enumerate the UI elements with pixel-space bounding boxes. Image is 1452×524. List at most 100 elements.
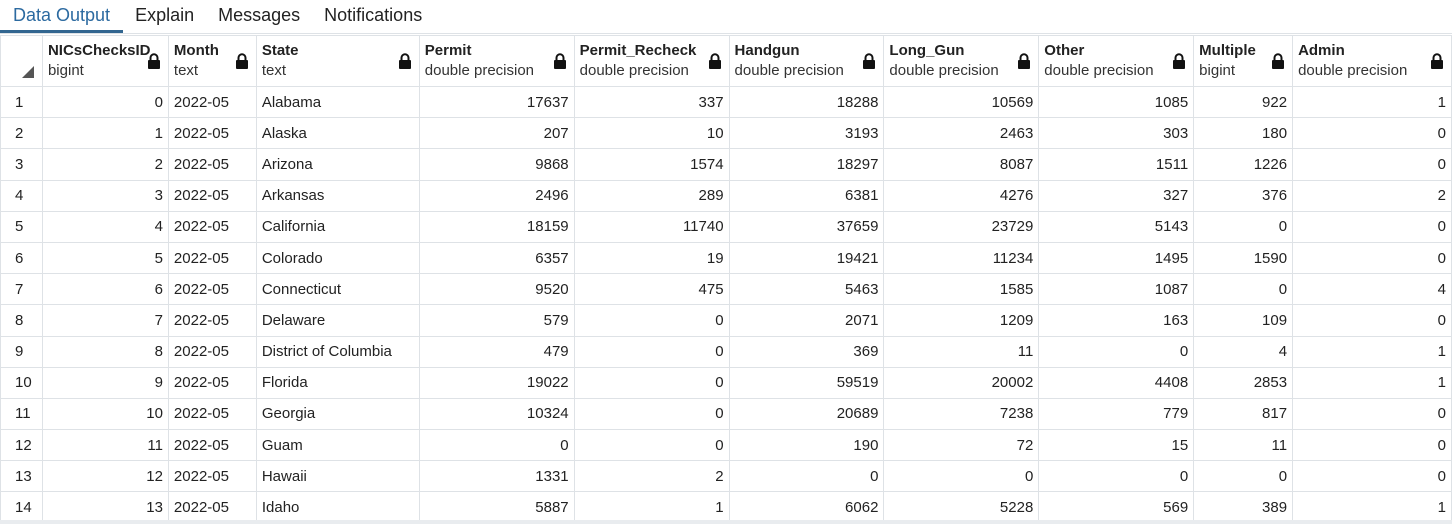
cell-multiple[interactable]: 2853 xyxy=(1193,366,1294,399)
cell-long-gun[interactable]: 11 xyxy=(883,335,1040,368)
cell-other[interactable]: 0 xyxy=(1038,335,1195,368)
cell-multiple[interactable]: 817 xyxy=(1193,397,1294,431)
cell-month[interactable]: 2022-05 xyxy=(167,429,257,462)
cell-multiple[interactable]: 0 xyxy=(1193,210,1294,243)
table-row[interactable]: 4 3 2022-05 Arkansas 2496 289 6381 4276 327 376 2 xyxy=(0,179,1452,212)
cell-long-gun[interactable]: 10569 xyxy=(883,85,1040,119)
row-number[interactable]: 7 xyxy=(0,273,43,306)
row-number[interactable]: 1 xyxy=(0,85,43,119)
column-header-long-gun[interactable]: Long_Gun double precision xyxy=(883,35,1040,87)
cell-permit-recheck[interactable]: 0 xyxy=(573,366,730,399)
table-row[interactable]: 9 8 2022-05 District of Columbia 479 0 369 11 0 4… xyxy=(0,335,1452,368)
cell-long-gun[interactable]: 8087 xyxy=(883,148,1040,181)
table-row[interactable]: 12 11 2022-05 Guam 0 0 190 72 15 11 0 xyxy=(0,429,1452,462)
cell-permit[interactable]: 2496 xyxy=(418,179,575,212)
table-row[interactable]: 10 9 2022-05 Florida 19022 0 59519 20002 4408 285… xyxy=(0,366,1452,399)
cell-month[interactable]: 2022-05 xyxy=(167,397,257,431)
table-row[interactable]: 1 0 2022-05 Alabama 17637 337 18288 10569 1085 92… xyxy=(0,85,1452,119)
cell-state[interactable]: Delaware xyxy=(255,304,420,337)
tab-messages[interactable]: Messages xyxy=(218,5,301,25)
cell-long-gun[interactable]: 2463 xyxy=(883,117,1040,150)
table-row[interactable]: 2 1 2022-05 Alaska 207 10 3193 2463 303 180 0 xyxy=(0,117,1452,150)
cell-nicschecksid[interactable]: 8 xyxy=(41,335,169,368)
cell-nicschecksid[interactable]: 10 xyxy=(41,397,169,431)
row-number[interactable]: 12 xyxy=(0,429,43,462)
cell-permit-recheck[interactable]: 19 xyxy=(573,241,730,275)
cell-other[interactable]: 569 xyxy=(1038,491,1195,524)
cell-admin[interactable]: 0 xyxy=(1292,117,1452,150)
cell-multiple[interactable]: 0 xyxy=(1193,460,1294,493)
cell-permit[interactable]: 579 xyxy=(418,304,575,337)
cell-multiple[interactable]: 1590 xyxy=(1193,241,1294,275)
cell-long-gun[interactable]: 4276 xyxy=(883,179,1040,212)
row-number[interactable]: 8 xyxy=(0,304,43,337)
cell-nicschecksid[interactable]: 9 xyxy=(41,366,169,399)
cell-admin[interactable]: 1 xyxy=(1292,366,1452,399)
cell-month[interactable]: 2022-05 xyxy=(167,117,257,150)
cell-month[interactable]: 2022-05 xyxy=(167,210,257,243)
cell-other[interactable]: 163 xyxy=(1038,304,1195,337)
cell-month[interactable]: 2022-05 xyxy=(167,241,257,275)
cell-multiple[interactable]: 1226 xyxy=(1193,148,1294,181)
cell-other[interactable]: 15 xyxy=(1038,429,1195,462)
cell-nicschecksid[interactable]: 2 xyxy=(41,148,169,181)
cell-admin[interactable]: 0 xyxy=(1292,148,1452,181)
cell-permit-recheck[interactable]: 10 xyxy=(573,117,730,150)
cell-admin[interactable]: 0 xyxy=(1292,304,1452,337)
column-header-permit[interactable]: Permit double precision xyxy=(418,35,575,87)
cell-multiple[interactable]: 376 xyxy=(1193,179,1294,212)
table-row[interactable]: 7 6 2022-05 Connecticut 9520 475 5463 1585 1087 0… xyxy=(0,273,1452,306)
cell-admin[interactable]: 2 xyxy=(1292,179,1452,212)
cell-permit-recheck[interactable]: 289 xyxy=(573,179,730,212)
column-header-admin[interactable]: Admin double precision xyxy=(1292,35,1452,87)
cell-month[interactable]: 2022-05 xyxy=(167,491,257,524)
cell-multiple[interactable]: 0 xyxy=(1193,273,1294,306)
cell-state[interactable]: Connecticut xyxy=(255,273,420,306)
table-row[interactable]: 14 13 2022-05 Idaho 5887 1 6062 5228 569 389 1 xyxy=(0,491,1452,524)
cell-other[interactable]: 4408 xyxy=(1038,366,1195,399)
cell-admin[interactable]: 1 xyxy=(1292,335,1452,368)
cell-multiple[interactable]: 922 xyxy=(1193,85,1294,119)
cell-nicschecksid[interactable]: 1 xyxy=(41,117,169,150)
cell-state[interactable]: Alabama xyxy=(255,85,420,119)
cell-admin[interactable]: 0 xyxy=(1292,210,1452,243)
cell-admin[interactable]: 0 xyxy=(1292,241,1452,275)
cell-state[interactable]: California xyxy=(255,210,420,243)
cell-permit[interactable]: 207 xyxy=(418,117,575,150)
cell-handgun[interactable]: 369 xyxy=(728,335,885,368)
cell-long-gun[interactable]: 0 xyxy=(883,460,1040,493)
column-header-nicschecksid[interactable]: NICsChecksID bigint xyxy=(41,35,169,87)
select-all-corner[interactable] xyxy=(0,35,43,87)
cell-permit[interactable]: 9868 xyxy=(418,148,575,181)
cell-state[interactable]: Arkansas xyxy=(255,179,420,212)
cell-handgun[interactable]: 190 xyxy=(728,429,885,462)
cell-handgun[interactable]: 0 xyxy=(728,460,885,493)
cell-handgun[interactable]: 6062 xyxy=(728,491,885,524)
cell-admin[interactable]: 4 xyxy=(1292,273,1452,306)
cell-month[interactable]: 2022-05 xyxy=(167,148,257,181)
cell-permit-recheck[interactable]: 2 xyxy=(573,460,730,493)
cell-handgun[interactable]: 3193 xyxy=(728,117,885,150)
cell-permit[interactable]: 479 xyxy=(418,335,575,368)
cell-other[interactable]: 779 xyxy=(1038,397,1195,431)
column-header-other[interactable]: Other double precision xyxy=(1038,35,1195,87)
cell-month[interactable]: 2022-05 xyxy=(167,85,257,119)
cell-state[interactable]: Colorado xyxy=(255,241,420,275)
cell-admin[interactable]: 0 xyxy=(1292,397,1452,431)
cell-long-gun[interactable]: 1209 xyxy=(883,304,1040,337)
row-number[interactable]: 14 xyxy=(0,491,43,524)
cell-permit-recheck[interactable]: 337 xyxy=(573,85,730,119)
cell-other[interactable]: 1495 xyxy=(1038,241,1195,275)
cell-admin[interactable]: 0 xyxy=(1292,429,1452,462)
cell-admin[interactable]: 1 xyxy=(1292,491,1452,524)
cell-other[interactable]: 303 xyxy=(1038,117,1195,150)
cell-state[interactable]: Arizona xyxy=(255,148,420,181)
cell-long-gun[interactable]: 72 xyxy=(883,429,1040,462)
cell-other[interactable]: 0 xyxy=(1038,460,1195,493)
row-number[interactable]: 10 xyxy=(0,366,43,399)
cell-multiple[interactable]: 11 xyxy=(1193,429,1294,462)
cell-month[interactable]: 2022-05 xyxy=(167,304,257,337)
cell-permit-recheck[interactable]: 475 xyxy=(573,273,730,306)
cell-permit-recheck[interactable]: 11740 xyxy=(573,210,730,243)
cell-permit[interactable]: 0 xyxy=(418,429,575,462)
